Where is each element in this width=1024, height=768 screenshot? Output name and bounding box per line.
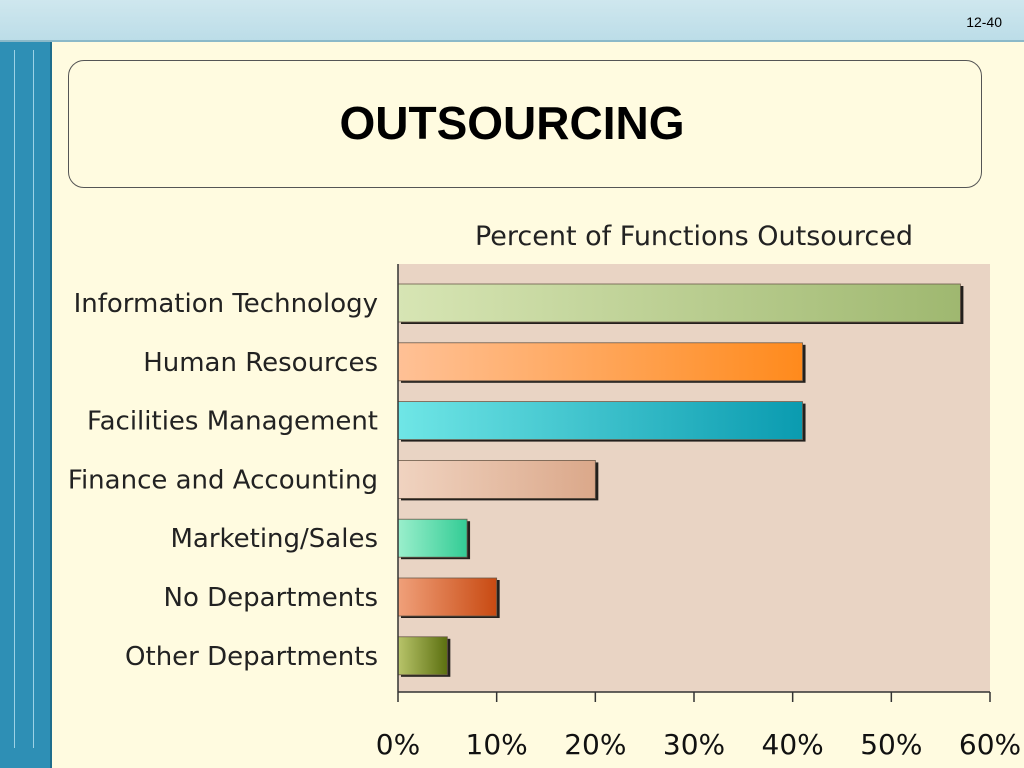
category-label: Human Resources (143, 348, 378, 378)
bar (397, 577, 498, 617)
slide-number: 12-40 (966, 14, 1002, 30)
page-title: OUTSOURCING (339, 97, 685, 149)
left-sidebar-decoration (0, 42, 52, 768)
x-tick-label: 40% (762, 728, 824, 761)
x-tick-label: 20% (564, 728, 626, 761)
category-label: Finance and Accounting (68, 465, 378, 495)
category-label: No Departments (164, 583, 379, 613)
category-label: Facilities Management (87, 407, 378, 437)
x-tick-label: 0% (376, 728, 420, 761)
bar (397, 342, 803, 382)
category-label: Marketing/Sales (170, 524, 378, 554)
x-tick-label: 10% (466, 728, 528, 761)
bar (397, 401, 803, 441)
top-banner: 12-40 (0, 0, 1024, 42)
bar (397, 518, 468, 558)
chart-title: Percent of Functions Outsourced (475, 221, 913, 252)
x-tick-label: 50% (860, 728, 922, 761)
sidebar-stripe (33, 50, 34, 748)
bar (397, 459, 596, 499)
title-frame (68, 60, 982, 188)
category-label: Other Departments (125, 642, 378, 672)
x-tick-label: 60% (959, 728, 1021, 761)
bar (397, 283, 961, 323)
bar (397, 636, 448, 676)
category-label: Information Technology (74, 289, 378, 319)
x-tick-label: 30% (663, 728, 725, 761)
sidebar-stripe (14, 50, 15, 748)
